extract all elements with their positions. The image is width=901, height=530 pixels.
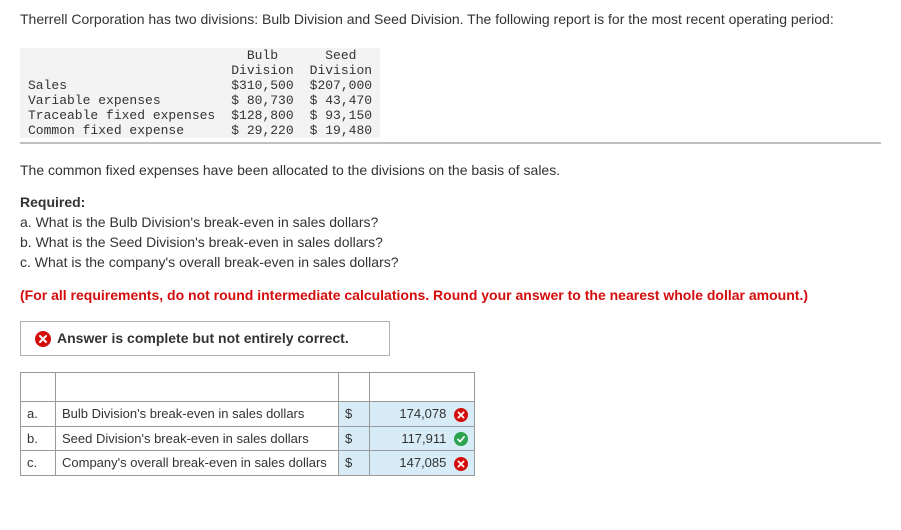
answer-desc-c: Company's overall break-even in sales do… [56, 451, 339, 476]
col-header-seed: Seed [302, 48, 380, 63]
col-subheader-bulb: Division [223, 63, 301, 78]
answer-value-c-text: 147,085 [399, 455, 446, 470]
answer-table: a. Bulb Division's break-even in sales d… [20, 372, 475, 476]
answer-row-b: b. Seed Division's break-even in sales d… [21, 426, 475, 451]
cell-sales-seed: $207,000 [302, 78, 380, 93]
row-label-varexp: Variable expenses [20, 93, 223, 108]
col-header-bulb: Bulb [223, 48, 301, 63]
required-b: b. What is the Seed Division's break-eve… [20, 232, 881, 252]
cell-commonfix-seed: $ 19,480 [302, 123, 380, 138]
cell-sales-bulb: $310,500 [223, 78, 301, 93]
answer-value-b[interactable]: 117,911 [370, 426, 475, 451]
answer-currency-a[interactable]: $ [339, 402, 370, 427]
cell-varexp-seed: $ 43,470 [302, 93, 380, 108]
answer-desc-b: Seed Division's break-even in sales doll… [56, 426, 339, 451]
required-c: c. What is the company's overall break-e… [20, 252, 881, 272]
required-title: Required: [20, 192, 881, 212]
required-block: Required: a. What is the Bulb Division's… [20, 192, 881, 273]
row-label-commonfix: Common fixed expense [20, 123, 223, 138]
check-circle-icon [454, 432, 468, 446]
answer-currency-b[interactable]: $ [339, 426, 370, 451]
intro-text: Therrell Corporation has two divisions: … [20, 10, 881, 30]
row-label-sales: Sales [20, 78, 223, 93]
answer-letter-c: c. [21, 451, 56, 476]
allocation-note: The common fixed expenses have been allo… [20, 162, 881, 178]
rounding-warning: (For all requirements, do not round inte… [20, 287, 881, 303]
answer-row-c: c. Company's overall break-even in sales… [21, 451, 475, 476]
answer-value-b-text: 117,911 [401, 431, 446, 446]
col-subheader-seed: Division [302, 63, 380, 78]
cell-tracefix-bulb: $128,800 [223, 108, 301, 123]
cell-commonfix-bulb: $ 29,220 [223, 123, 301, 138]
required-a: a. What is the Bulb Division's break-eve… [20, 212, 881, 232]
answer-letter-b: b. [21, 426, 56, 451]
cell-varexp-bulb: $ 80,730 [223, 93, 301, 108]
answer-currency-c[interactable]: $ [339, 451, 370, 476]
division-data-table: Bulb Seed Division Division Sales $310,5… [20, 48, 380, 138]
answer-value-a[interactable]: 174,078 [370, 402, 475, 427]
row-label-tracefix: Traceable fixed expenses [20, 108, 223, 123]
answer-value-a-text: 174,078 [399, 406, 446, 421]
x-circle-icon [454, 408, 468, 422]
x-circle-icon [35, 331, 51, 347]
divider [20, 142, 881, 150]
answer-letter-a: a. [21, 402, 56, 427]
status-bar-text: Answer is complete but not entirely corr… [57, 330, 349, 346]
x-circle-icon [454, 457, 468, 471]
answer-row-a: a. Bulb Division's break-even in sales d… [21, 402, 475, 427]
answer-desc-a: Bulb Division's break-even in sales doll… [56, 402, 339, 427]
cell-tracefix-seed: $ 93,150 [302, 108, 380, 123]
answer-value-c[interactable]: 147,085 [370, 451, 475, 476]
answer-status-bar: Answer is complete but not entirely corr… [20, 321, 390, 356]
